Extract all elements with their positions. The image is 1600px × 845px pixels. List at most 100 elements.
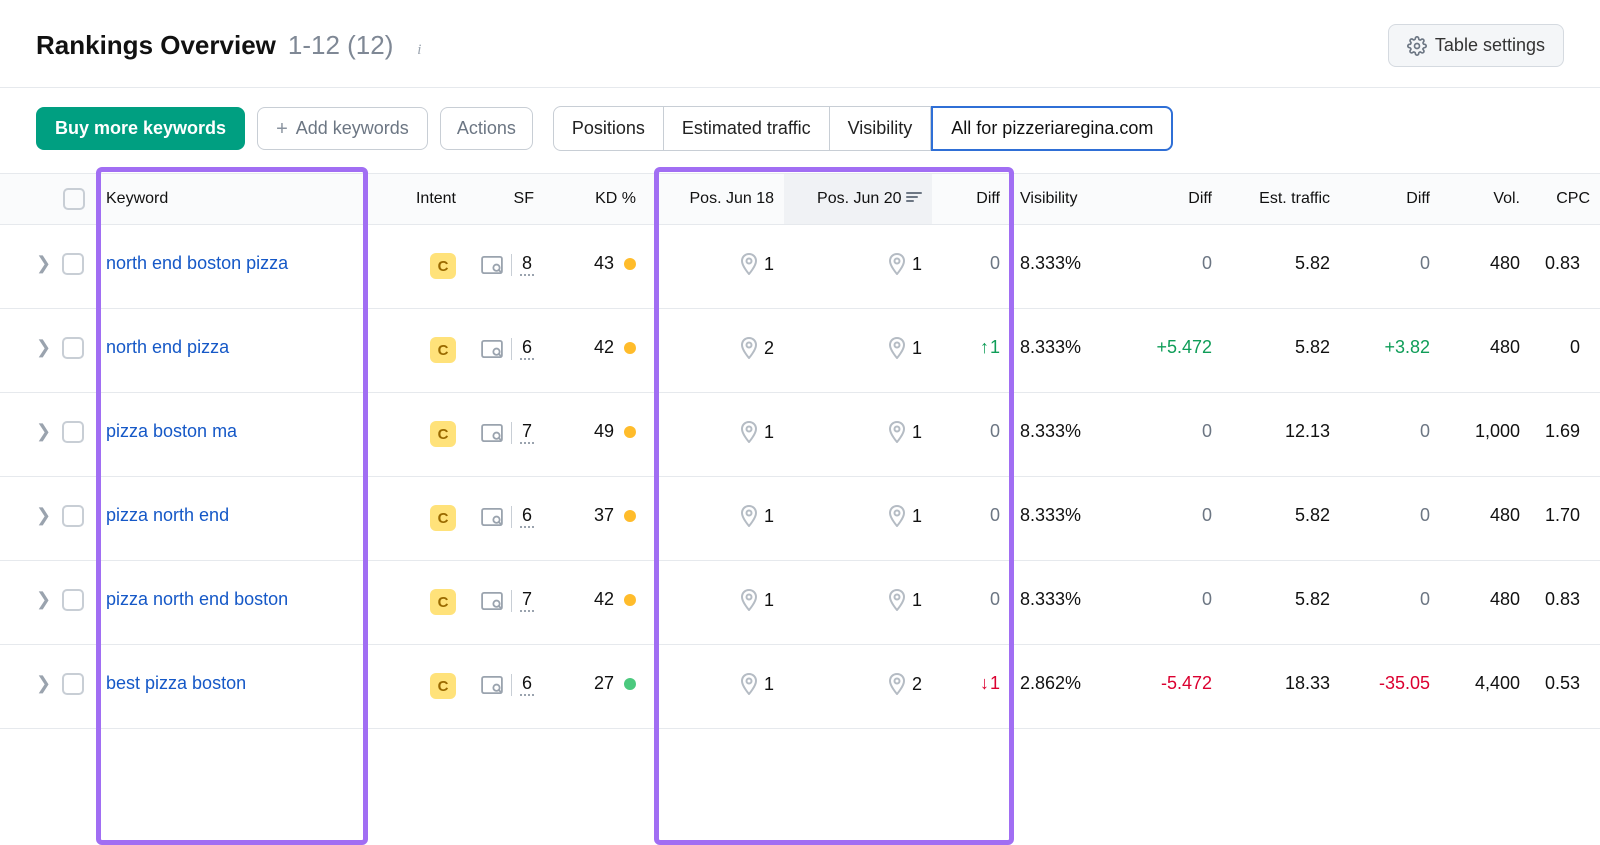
row-checkbox[interactable] [62,673,84,695]
plus-icon: + [276,119,288,139]
segment-0[interactable]: Positions [553,106,664,151]
volume-value: 1,000 [1475,421,1520,441]
volume-value: 4,400 [1475,673,1520,693]
col-keyword[interactable]: Keyword [96,174,388,225]
expand-icon[interactable]: ❯ [36,253,50,274]
row-checkbox[interactable] [62,505,84,527]
expand-icon[interactable]: ❯ [36,589,50,610]
serp-icon [481,676,503,694]
serp-features[interactable]: 8 [481,253,534,276]
est-traffic-diff: +3.82 [1384,337,1430,357]
col-expand [0,174,52,225]
col-visibility[interactable]: Visibility [1010,174,1120,225]
serp-features[interactable]: 7 [481,589,534,612]
visibility-diff: 0 [1202,589,1212,609]
col-intent[interactable]: Intent [388,174,466,225]
table-row: ❯best pizza bostonC6271212.862%-5.47218.… [0,645,1600,729]
row-checkbox[interactable] [62,337,84,359]
kd-cell: 42 [554,589,636,610]
buy-keywords-button[interactable]: Buy more keywords [36,107,245,150]
cpc-value: 0.83 [1545,589,1580,609]
add-keywords-button[interactable]: + Add keywords [257,107,428,150]
keyword-link[interactable]: north end boston pizza [106,253,288,273]
col-est-traffic[interactable]: Est. traffic [1222,174,1340,225]
table-row: ❯pizza boston maC7491108.333%012.1301,00… [0,393,1600,477]
table-body: ❯ north end boston pizza C 8 43 1 1 0 8.333% 0 5.8… [0,225,1600,729]
serp-features[interactable]: 7 [481,421,534,444]
intent-badge: C [430,421,456,447]
keyword-link[interactable]: pizza boston ma [106,421,237,441]
page-title-count: 1-12 (12) [288,30,394,61]
keyword-link[interactable]: north end pizza [106,337,229,357]
est-traffic-value: 18.33 [1285,673,1330,693]
cpc-value: 0.83 [1545,253,1580,273]
pin-icon [888,253,906,275]
pos-jun20: 2 [794,673,922,695]
col-checkbox[interactable] [52,174,96,225]
select-all-checkbox[interactable] [63,188,85,210]
keyword-link[interactable]: pizza north end [106,505,229,525]
pos-jun20: 1 [794,337,922,359]
visibility-diff: +5.472 [1156,337,1212,357]
pos-jun18: 1 [656,253,774,275]
kd-value: 42 [594,589,614,610]
col-vis-diff[interactable]: Diff [1120,174,1222,225]
table-row: ❯north end pizzaC6422118.333%+5.4725.82+… [0,309,1600,393]
expand-icon[interactable]: ❯ [36,337,50,358]
rankings-overview-page: Rankings Overview 1-12 (12) i Table sett… [0,0,1600,729]
kd-dot-icon [624,258,636,270]
expand-icon[interactable]: ❯ [36,505,50,526]
row-checkbox[interactable] [62,589,84,611]
row-checkbox[interactable] [62,253,84,275]
segment-1[interactable]: Estimated traffic [664,106,830,151]
table-row: ❯pizza north endC6371108.333%05.8204801.… [0,477,1600,561]
pos-jun20: 1 [794,589,922,611]
kd-value: 43 [594,253,614,274]
col-cpc[interactable]: CPC [1530,174,1600,225]
keyword-link[interactable]: best pizza boston [106,673,246,693]
sf-count: 7 [520,421,534,444]
col-vol[interactable]: Vol. [1440,174,1530,225]
info-icon[interactable]: i [409,41,429,61]
table-settings-label: Table settings [1435,35,1545,56]
intent-badge: C [430,253,456,279]
col-kd[interactable]: KD % [544,174,646,225]
cpc-value: 0.53 [1545,673,1580,693]
pos-diff: 0 [990,505,1000,525]
est-traffic-value: 5.82 [1295,505,1330,525]
serp-icon [481,256,503,274]
kd-dot-icon [624,426,636,438]
visibility-value: 8.333% [1020,253,1081,273]
cpc-value: 1.70 [1545,505,1580,525]
page-header: Rankings Overview 1-12 (12) i Table sett… [0,0,1600,88]
col-pos1[interactable]: Pos. Jun 18 [646,174,784,225]
serp-features[interactable]: 6 [481,337,534,360]
table-settings-button[interactable]: Table settings [1388,24,1564,67]
actions-button[interactable]: Actions [440,107,533,150]
segment-3[interactable]: All for pizzeriaregina.com [931,106,1173,151]
serp-features[interactable]: 6 [481,673,534,696]
pos-diff: 0 [990,589,1000,609]
serp-icon [481,592,503,610]
col-sf[interactable]: SF [466,174,544,225]
rankings-table: Keyword Intent SF KD % Pos. Jun 18 Pos. … [0,173,1600,729]
expand-icon[interactable]: ❯ [36,673,50,694]
visibility-diff: 0 [1202,421,1212,441]
sf-count: 8 [520,253,534,276]
col-et-diff[interactable]: Diff [1340,174,1440,225]
pos-jun18: 1 [656,421,774,443]
kd-dot-icon [624,510,636,522]
volume-value: 480 [1490,337,1520,357]
keyword-link[interactable]: pizza north end boston [106,589,288,609]
kd-value: 27 [594,673,614,694]
add-keywords-label: Add keywords [296,118,409,139]
col-pos2[interactable]: Pos. Jun 20 [784,174,932,225]
segment-2[interactable]: Visibility [830,106,932,151]
serp-features[interactable]: 6 [481,505,534,528]
sort-icon [906,190,922,207]
expand-icon[interactable]: ❯ [36,421,50,442]
kd-cell: 43 [554,253,636,274]
row-checkbox[interactable] [62,421,84,443]
pin-icon [740,673,758,695]
col-pos-diff[interactable]: Diff [932,174,1010,225]
